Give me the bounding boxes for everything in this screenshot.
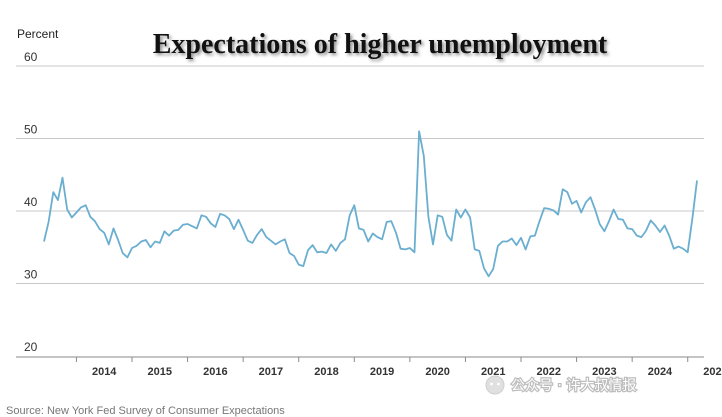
- x-tick-label: 2025: [703, 366, 722, 378]
- series-group: [43, 130, 698, 278]
- series-line: [43, 130, 698, 278]
- x-tick-label: 2015: [148, 366, 172, 378]
- x-tick-label: 2021: [481, 366, 505, 378]
- x-tick-label: 2020: [425, 366, 449, 378]
- y-tick-label: 20: [24, 340, 38, 354]
- y-tick-label: 40: [24, 195, 38, 209]
- watermark-text: 公众号 · 许大叔情报: [511, 378, 636, 394]
- x-tick-label: 2022: [537, 366, 561, 378]
- wechat-icon: [485, 375, 505, 395]
- y-tick-label: 30: [24, 268, 38, 282]
- x-tick-label: 2017: [259, 366, 283, 378]
- x-tick-label: 2024: [648, 366, 673, 378]
- y-axis-label: Percent: [17, 27, 59, 41]
- watermark: 公众号 · 许大叔情报: [485, 375, 638, 395]
- x-tick-label: 2019: [370, 366, 394, 378]
- y-tick-labels: 20 30 40 50 60: [24, 50, 38, 354]
- x-tick-label: 2018: [314, 366, 338, 378]
- x-tick-label: 2014: [92, 366, 117, 378]
- gridlines: [16, 65, 704, 284]
- x-tick-label: 2016: [203, 366, 227, 378]
- x-tick-label: 2023: [592, 366, 616, 378]
- x-axis: 2014 2015 2016 2017 2018 2019 2020 2021 2022 2023…: [16, 356, 722, 378]
- y-tick-label: 60: [24, 50, 38, 64]
- chart-title: Expectations of higher unemployment: [153, 29, 608, 60]
- source-note: Source: New York Fed Survey of Consumer …: [6, 405, 285, 417]
- y-tick-label: 50: [24, 123, 38, 137]
